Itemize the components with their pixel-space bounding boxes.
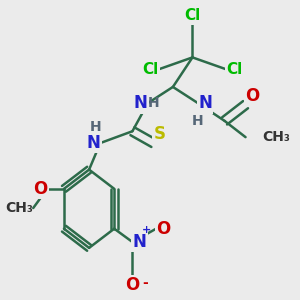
Text: H: H — [147, 96, 159, 110]
Text: Cl: Cl — [184, 8, 201, 23]
Text: +: + — [142, 225, 152, 235]
Text: Cl: Cl — [226, 62, 242, 77]
Text: S: S — [153, 125, 165, 143]
Text: Cl: Cl — [143, 62, 159, 77]
Text: O: O — [33, 180, 47, 198]
Text: N: N — [198, 94, 212, 112]
Text: CH₃: CH₃ — [262, 130, 290, 144]
Text: N: N — [86, 134, 100, 152]
Text: O: O — [245, 87, 260, 105]
Text: H: H — [90, 120, 102, 134]
Text: N: N — [132, 233, 146, 251]
Text: -: - — [142, 276, 148, 290]
Text: H: H — [192, 113, 204, 128]
Text: CH₃: CH₃ — [5, 201, 33, 215]
Text: O: O — [125, 276, 140, 294]
Text: O: O — [156, 220, 170, 238]
Text: N: N — [134, 94, 148, 112]
